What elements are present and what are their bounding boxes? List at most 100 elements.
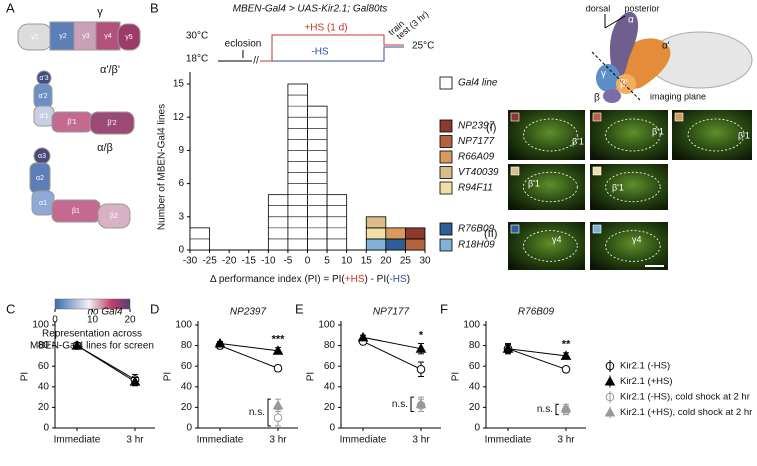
legend-label: Kir2.1 (-HS), cold shock at 2 hr xyxy=(620,392,750,403)
line-swatch xyxy=(510,166,520,176)
region xyxy=(49,21,77,51)
legend-label: Kir2.1 (+HS), cold shock at 2 hr xyxy=(620,407,752,418)
chart-title: R76B09 xyxy=(518,307,555,318)
x-axis-label-part: +HS xyxy=(345,274,365,285)
direction-label: dorsal xyxy=(586,3,611,13)
y-tick-label: 60 xyxy=(38,361,50,372)
region-label: γ1 xyxy=(31,34,39,41)
histogram-bar xyxy=(385,238,406,251)
region-label: α'1 xyxy=(39,113,48,120)
region-label: α'2 xyxy=(38,93,47,100)
y-tick-label: 100 xyxy=(32,320,49,331)
region-label: β'2 xyxy=(107,120,116,127)
imaging-plane xyxy=(591,51,641,101)
chart-title: no Gal4 xyxy=(87,307,122,318)
y-tick-label: 0 xyxy=(43,423,49,434)
region xyxy=(117,23,141,51)
heat-label: +HS (1 d) xyxy=(304,23,347,34)
region-label: γ4 xyxy=(632,234,642,244)
region-outline xyxy=(522,230,578,262)
x-tick-label: 3 hr xyxy=(557,435,575,446)
x-tick-label: 5 xyxy=(324,256,330,267)
legend-label: R66A09 xyxy=(458,152,495,163)
y-tick-label: 20 xyxy=(324,402,336,413)
region-label: γ2 xyxy=(59,33,67,40)
y-tick-label: 40 xyxy=(38,381,50,392)
significance: ** xyxy=(562,339,571,351)
x-tick-label: Immediate xyxy=(197,435,244,446)
y-axis-label: PI xyxy=(20,372,31,381)
no-heat-label: -HS xyxy=(311,47,329,58)
colorbar-caption: MBEN-Gal4 lines for screen xyxy=(30,341,154,352)
beta-prime-lobe xyxy=(616,74,636,94)
eclosion-label: eclosion xyxy=(225,39,262,50)
series-line xyxy=(507,348,567,357)
region xyxy=(97,203,131,229)
beta-lobe xyxy=(603,89,621,103)
x-axis-label-part: -HS xyxy=(389,274,407,285)
temperature-line xyxy=(260,34,404,62)
x-tick-label: 3 hr xyxy=(412,435,430,446)
legend-label: Kir2.1 (-HS) xyxy=(620,361,670,372)
x-tick-label: 10 xyxy=(341,256,353,267)
region-label: γ4 xyxy=(104,33,112,40)
line-swatch xyxy=(510,224,520,234)
temperature-label: 25°C xyxy=(412,41,434,52)
data-point xyxy=(416,364,426,374)
y-tick-label: 100 xyxy=(463,320,480,331)
y-tick-label: 20 xyxy=(38,402,50,413)
legend-swatch xyxy=(439,166,453,179)
chart-title: NP2397 xyxy=(230,307,267,318)
lobe-label: β' xyxy=(620,79,628,90)
chart-title: NP7177 xyxy=(373,307,410,318)
region xyxy=(73,21,99,51)
y-tick-label: 0 xyxy=(178,245,184,256)
x-axis-label-part: Δ performance index (PI) = PI( xyxy=(210,274,345,285)
y-tick-label: 40 xyxy=(469,381,481,392)
line-swatch xyxy=(592,112,602,122)
region-label: β'1 xyxy=(652,126,664,136)
y-axis-label: PI xyxy=(451,372,462,381)
micrograph xyxy=(672,110,752,160)
panel-label: B xyxy=(150,0,159,15)
data-point xyxy=(273,363,283,373)
region-label: α1 xyxy=(39,200,47,207)
lobe-label: α xyxy=(628,15,634,26)
bracket xyxy=(267,398,271,427)
series-line xyxy=(507,348,567,370)
x-tick-label: 25 xyxy=(400,256,412,267)
x-axis-label-part: ) - PI( xyxy=(364,274,390,285)
series-line xyxy=(219,345,279,369)
colorbar-tick-label: 10 xyxy=(87,315,99,326)
y-axis-label: PI xyxy=(163,372,174,381)
region-outline xyxy=(605,118,661,152)
histogram-bar xyxy=(405,227,426,240)
panel-label: C xyxy=(6,301,15,316)
x-tick-label: 3 hr xyxy=(126,435,144,446)
bracket xyxy=(410,396,414,413)
ns-label: n.s. xyxy=(392,399,408,410)
region-label: α3 xyxy=(38,153,46,160)
colorbar-tick-label: 0 xyxy=(52,315,58,326)
legend-label: R94F11 xyxy=(458,183,493,194)
data-point xyxy=(560,350,572,360)
series-line xyxy=(362,336,422,350)
data-point xyxy=(129,376,141,386)
y-tick-label: 40 xyxy=(324,381,336,392)
brain-model: dorsal posterior α α' γ β' β imaging pla… xyxy=(586,3,753,104)
temperature-label: 30°C xyxy=(186,31,208,42)
y-axis-label: Number of MBEN-Gal4 lines xyxy=(157,104,168,230)
region-label: γ4 xyxy=(552,234,562,244)
y-tick-label: 12 xyxy=(173,112,185,123)
micrograph xyxy=(508,222,585,270)
significance: * xyxy=(419,329,424,341)
legend-label: Gal4 line xyxy=(458,78,498,89)
significance: *** xyxy=(272,334,286,346)
data-point xyxy=(415,398,427,409)
histogram-bar xyxy=(287,83,308,251)
region-label: γ3 xyxy=(82,33,90,40)
data-point xyxy=(561,364,571,374)
y-tick-label: 40 xyxy=(181,381,193,392)
legend-label: Kir2.1 (+HS) xyxy=(620,376,673,387)
